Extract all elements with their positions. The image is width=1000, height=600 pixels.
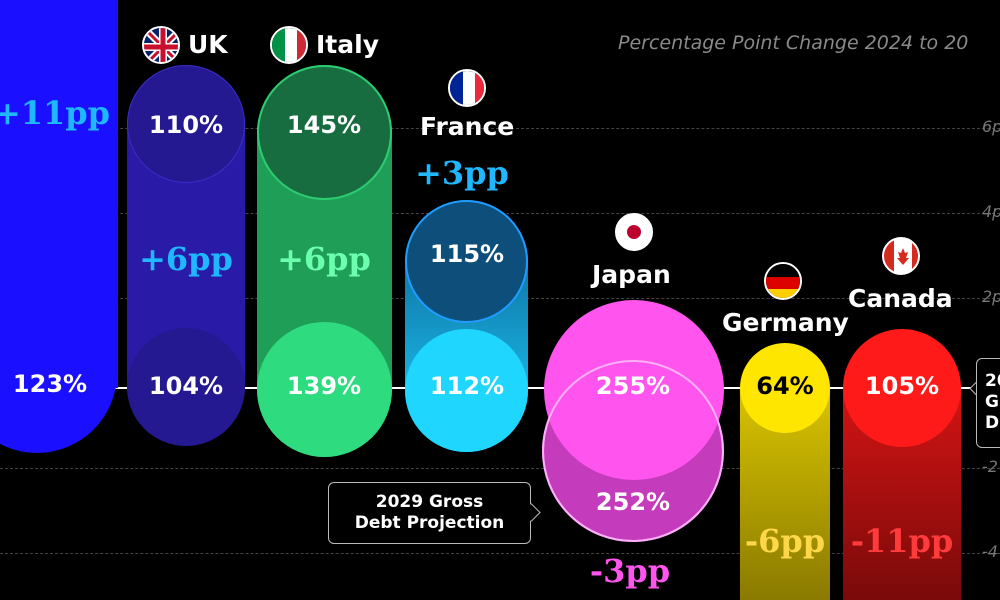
value-label-base: 139% (286, 372, 362, 400)
country-label: Canada (848, 284, 953, 313)
country-label: UK (188, 30, 228, 59)
italy-flag-icon (270, 26, 308, 64)
country-label: France (420, 112, 515, 141)
callout-line: G (985, 392, 999, 412)
projection-callout-cropped: 20 G D (976, 358, 1000, 448)
japan-flag-icon (615, 213, 653, 251)
callout-line: D (985, 413, 1000, 433)
y-tick-label: 6p (982, 117, 1000, 136)
change-label: +6pp (277, 240, 371, 278)
country-label: Italy (316, 30, 379, 59)
change-label: -3pp (589, 552, 671, 590)
value-label-base: 123% (12, 370, 88, 398)
callout-line: 2029 Gross (375, 492, 484, 512)
callout-line: 20 (985, 371, 1000, 391)
value-label-base: 112% (429, 372, 505, 400)
change-label: +11pp (0, 94, 111, 132)
bar-italy-base (257, 322, 392, 457)
germany-flag-icon (764, 262, 802, 300)
france-flag-icon (448, 69, 486, 107)
callout-line: Debt Projection (354, 513, 505, 533)
gridline-neg4 (0, 553, 1000, 554)
bar-uk-projection (127, 65, 245, 183)
y-tick-label: 4p (982, 202, 1000, 221)
bar-japan-projection-outline (542, 360, 724, 542)
country-label: Germany (722, 308, 849, 337)
y-tick-label: -2 (982, 457, 998, 476)
bar-france-base (405, 329, 528, 452)
gridline-neg2 (0, 468, 1000, 469)
value-label-base: 255% (595, 372, 671, 400)
canada-flag-icon (882, 237, 920, 275)
value-label-base: 104% (148, 372, 224, 400)
change-label: -11pp (850, 522, 954, 560)
bar-germany-base (740, 343, 830, 433)
gridline-6 (0, 128, 1000, 129)
y-tick-label: 2p (982, 287, 1000, 306)
projection-callout: 2029 Gross Debt Projection (328, 482, 531, 544)
value-label-projection: 145% (286, 111, 362, 139)
value-label-projection: 110% (148, 111, 224, 139)
bar-uk-base (127, 328, 245, 446)
change-label: -6pp (744, 522, 826, 560)
value-label-projection: 115% (429, 240, 505, 268)
change-label: +6pp (139, 240, 233, 278)
bar-france-projection (405, 200, 528, 323)
y-tick-label: -4 (982, 542, 998, 561)
value-label-projection: 252% (595, 488, 671, 516)
uk-flag-icon (142, 26, 180, 64)
value-label-base: 105% (864, 372, 940, 400)
chart-subtitle: Percentage Point Change 2024 to 20 (618, 32, 969, 54)
change-label: +3pp (415, 154, 509, 192)
bar-italy-projection (257, 65, 392, 200)
country-label: Japan (592, 260, 671, 289)
bar-canada-base (843, 329, 961, 447)
value-label-base: 64% (756, 372, 814, 400)
